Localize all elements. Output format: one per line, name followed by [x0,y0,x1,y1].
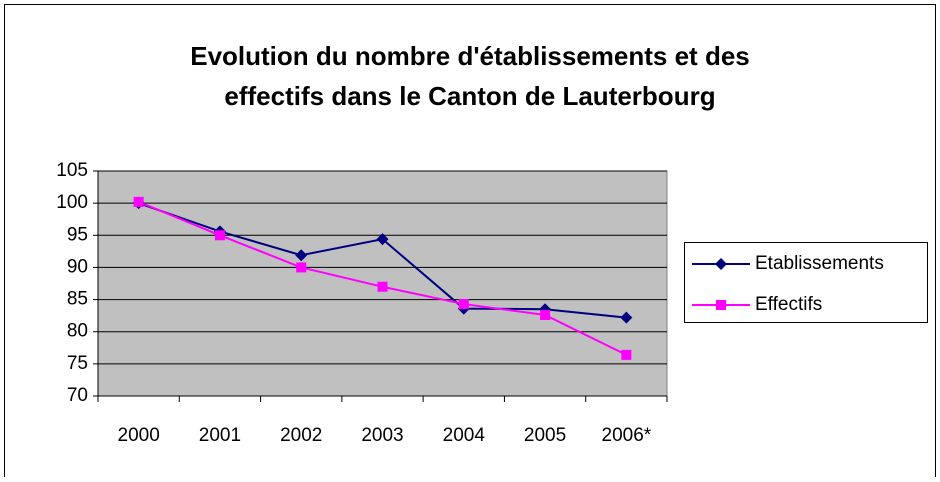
y-tick-label: 90 [67,256,88,277]
x-tick-label: 2004 [443,425,486,446]
x-tick-label: 2006* [602,425,652,446]
y-tick-label: 105 [56,160,88,181]
point [620,311,633,324]
y-tick-label: 75 [67,353,88,374]
x-tick-label: 2000 [118,425,160,446]
y-tick-label: 95 [67,224,88,245]
x-tick-label: 2002 [280,425,322,446]
chart-title: effectifs dans le Canton de Lauterbourg [224,81,715,111]
point [296,262,307,273]
y-tick-label: 85 [67,289,88,310]
point [377,281,388,292]
point [133,196,144,207]
y-tick-label: 80 [67,321,88,342]
point [376,233,389,246]
x-tick-label: 2001 [199,425,241,446]
legend-label: Effectifs [755,294,822,315]
point [716,300,726,310]
point [295,249,308,262]
y-tick-label: 100 [56,192,88,213]
y-tick-label: 70 [67,385,88,406]
point [540,310,551,320]
x-tick-label: 2005 [524,425,566,446]
legend-label: Etablissements [755,253,884,274]
point [458,299,469,310]
point [214,230,225,241]
x-tick-label: 2003 [361,425,403,446]
point [715,258,727,270]
point [621,349,632,360]
chart-title: Evolution du nombre d'établissements et … [190,41,750,71]
